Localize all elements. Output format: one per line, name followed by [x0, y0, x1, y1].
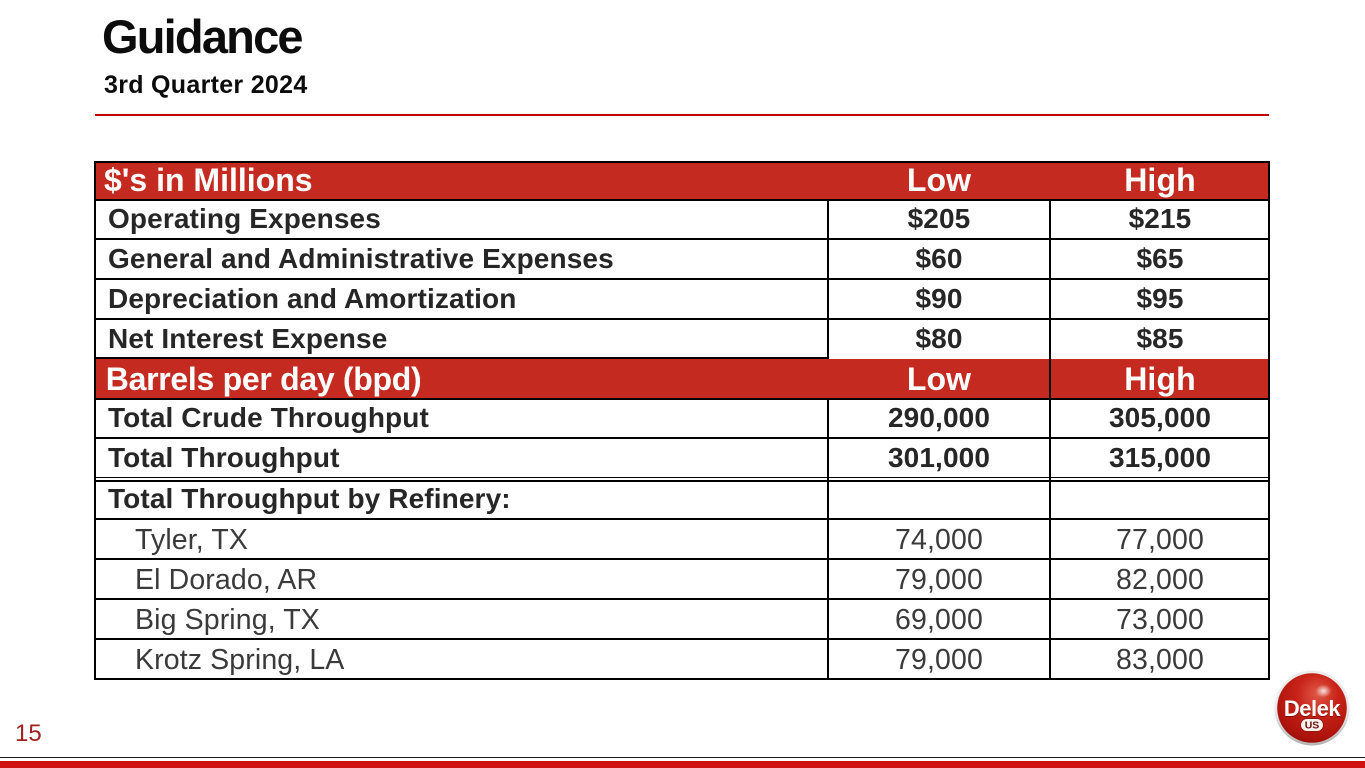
svg-text:Delek: Delek [1284, 697, 1341, 722]
svg-text:Delek: Delek [1284, 696, 1341, 721]
svg-text:US: US [1305, 720, 1320, 732]
